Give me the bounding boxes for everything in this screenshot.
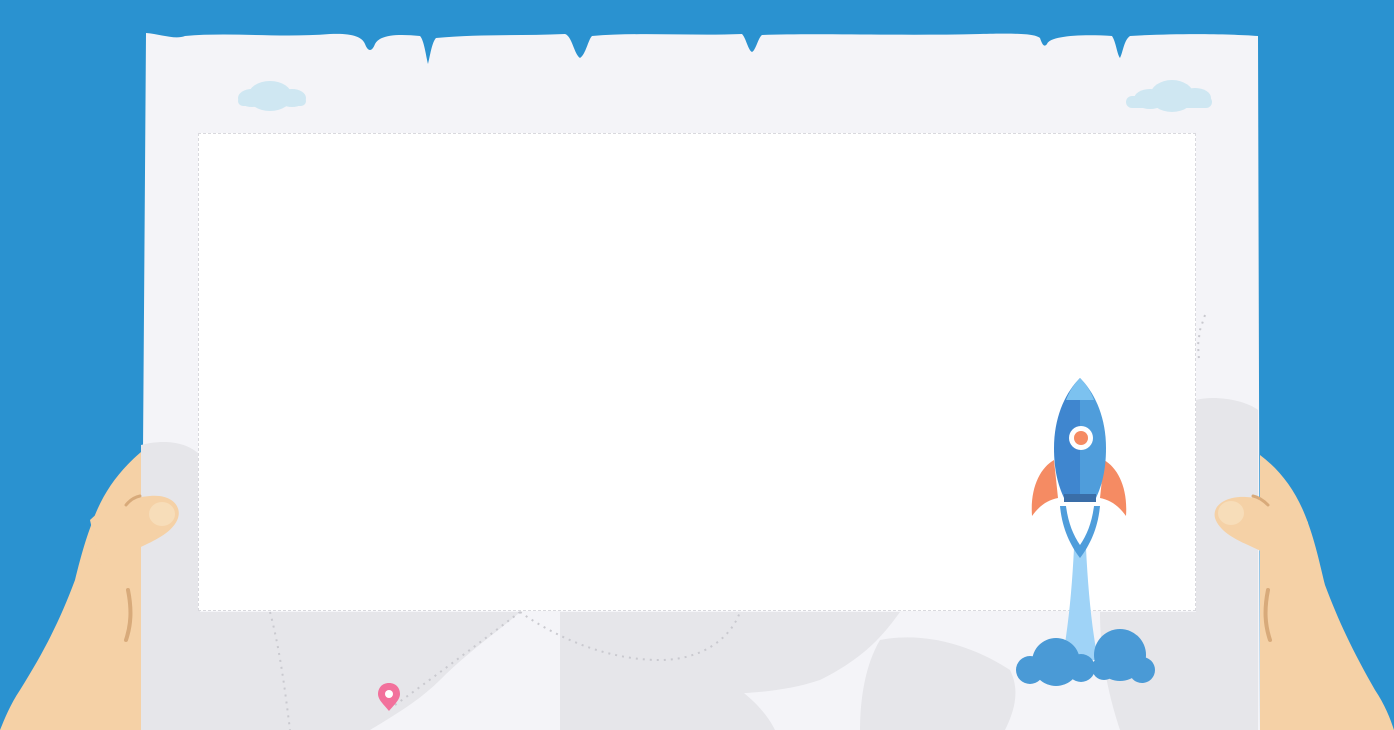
cloud-icon bbox=[1126, 80, 1212, 112]
content-panel bbox=[198, 133, 1196, 611]
cloud-icon bbox=[238, 81, 306, 111]
route-lines bbox=[269, 314, 1206, 730]
right-hand bbox=[1214, 455, 1394, 730]
map-pin-icon bbox=[378, 683, 400, 711]
left-hand bbox=[0, 452, 179, 730]
